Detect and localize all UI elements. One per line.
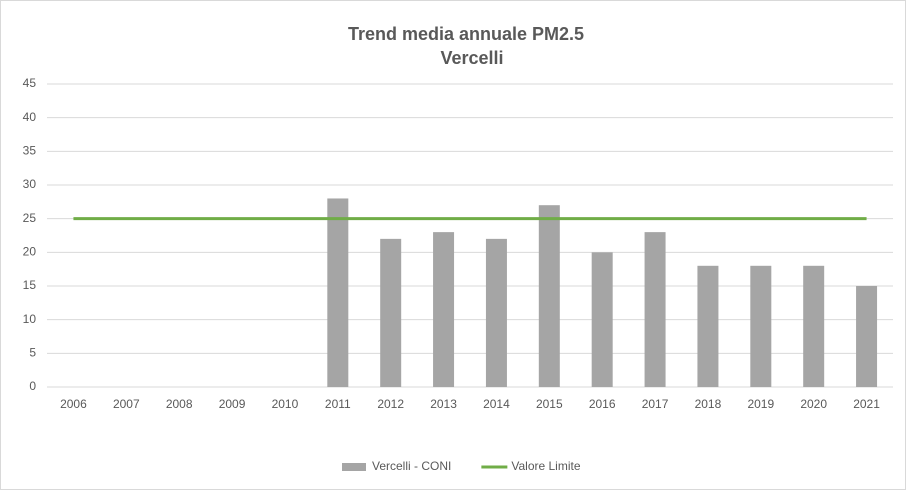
y-tick-label: 45 [23,76,37,90]
bar [697,265,719,387]
x-tick-label: 2012 [377,397,404,411]
chart-subtitle: Vercelli [440,48,503,68]
chart-title: Trend media annuale PM2.5 [348,24,584,44]
y-tick-label: 35 [23,144,37,158]
x-tick-label: 2009 [219,397,246,411]
bar [856,286,878,387]
x-tick-label: 2007 [113,397,140,411]
y-tick-label: 0 [29,379,36,393]
bar [538,205,560,387]
x-tick-label: 2019 [747,397,774,411]
x-tick-label: 2011 [325,397,351,411]
legend-label: Vercelli - CONI [372,459,451,473]
legend-label: Valore Limite [511,459,580,473]
x-tick-label: 2021 [853,397,880,411]
x-tick-label: 2008 [166,397,193,411]
bar [803,265,825,387]
bar [327,198,349,387]
bar [591,252,613,387]
y-tick-label: 30 [23,177,37,191]
x-tick-label: 2015 [536,397,563,411]
y-tick-label: 5 [29,346,36,360]
bar [433,232,455,387]
x-tick-label: 2013 [430,397,457,411]
bar [380,238,402,387]
y-tick-label: 40 [23,110,37,124]
y-tick-label: 20 [23,245,37,259]
x-tick-label: 2014 [483,397,510,411]
x-tick-label: 2017 [642,397,669,411]
bar [644,232,666,387]
x-tick-label: 2016 [589,397,616,411]
x-tick-label: 2006 [60,397,87,411]
x-tick-label: 2018 [695,397,722,411]
legend-swatch [342,463,366,471]
x-tick-label: 2010 [272,397,299,411]
y-tick-label: 15 [23,278,37,292]
bar [750,265,772,387]
x-tick-label: 2020 [800,397,827,411]
y-tick-label: 10 [23,312,37,326]
y-tick-label: 25 [23,211,37,225]
bar [485,238,507,387]
